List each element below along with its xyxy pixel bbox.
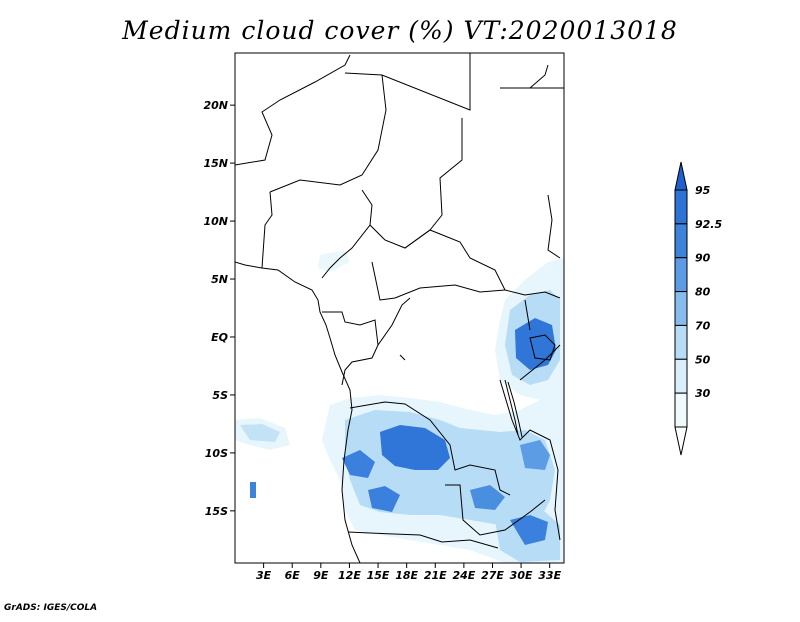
lon-tick-label: 33E xyxy=(538,569,561,582)
cloud-region-high-east xyxy=(515,318,556,370)
colorbar-bottom-arrow xyxy=(674,426,688,456)
colorbar-segment xyxy=(674,189,688,225)
colorbar-label: 90 xyxy=(695,252,711,265)
lat-tick-label: 15N xyxy=(203,157,228,170)
lon-tick-label: 15E xyxy=(367,569,390,582)
cloud-region-high-2 xyxy=(342,450,375,478)
border-drc-angola xyxy=(349,401,511,496)
border-car xyxy=(369,224,506,301)
cloud-region-high-w xyxy=(250,482,256,498)
colorbar-segment xyxy=(674,358,688,394)
colorbar-label: 70 xyxy=(695,319,711,332)
map-title: Medium cloud cover (%) VT:2020013018 xyxy=(122,16,678,45)
lat-tick-label: 10S xyxy=(205,447,228,460)
colorbar: 95 92.5 90 80 70 50 30 xyxy=(674,161,722,456)
colorbar-label: 92.5 xyxy=(695,218,722,231)
border-nigeria xyxy=(261,189,373,279)
lon-tick-label: 9E xyxy=(313,569,329,582)
colorbar-label: 95 xyxy=(695,184,711,197)
cloud-region-high-ne xyxy=(520,440,550,470)
lat-tick-label: 15S xyxy=(205,505,228,518)
colorbar-top-arrow xyxy=(674,161,688,191)
colorbar-segment xyxy=(674,291,688,326)
border-angola-namibia xyxy=(347,531,499,549)
colorbar-label: 50 xyxy=(695,353,711,366)
border-congo xyxy=(377,297,411,361)
cloud-region-high-se xyxy=(510,515,548,545)
border-niger-chad xyxy=(269,74,387,193)
lon-tick-label: 21E xyxy=(424,569,447,582)
lake-tanganyika xyxy=(504,379,523,438)
lat-tick-label: 10N xyxy=(203,215,228,228)
cloud-region-light-north xyxy=(318,250,350,272)
border-cameroon-gabon xyxy=(322,311,379,386)
cloud-region-high-3 xyxy=(368,486,400,512)
colorbar-segment xyxy=(674,324,688,360)
boundaries xyxy=(235,53,564,563)
border-tz xyxy=(519,299,561,381)
lon-tick-label: 18E xyxy=(395,569,418,582)
lon-tick-label: 24E xyxy=(452,569,475,582)
lat-tick-label: 5S xyxy=(212,389,228,402)
colorbar-label: 30 xyxy=(695,387,711,400)
border-zambia xyxy=(445,484,546,536)
map-panel: 20N 15N 10N 5N EQ 5S 10S 15S 3E 6E 9E 12E 15E 18E 21E… xyxy=(203,52,565,582)
lon-tick-label: 27E xyxy=(481,569,504,582)
lon-tick-label: 3E xyxy=(256,569,272,582)
coastline xyxy=(235,261,361,563)
border-east-africa xyxy=(499,87,564,541)
map-frame xyxy=(234,52,565,564)
latitude-axis: 20N 15N 10N 5N EQ 5S 10S 15S xyxy=(203,99,235,518)
cloud-region-high xyxy=(380,425,450,470)
border-north xyxy=(235,54,351,166)
border-libya xyxy=(344,53,471,111)
lat-tick-label: 5N xyxy=(211,273,228,286)
lat-tick-label: EQ xyxy=(211,331,228,344)
colorbar-segment xyxy=(674,223,688,259)
lon-tick-label: 30E xyxy=(510,569,533,582)
lat-tick-label: 20N xyxy=(203,99,228,112)
cloud-region-high-mid xyxy=(470,485,505,510)
cloud-region-medium-west xyxy=(240,424,280,442)
colorbar-label: 80 xyxy=(695,286,711,299)
coast-redsea xyxy=(529,64,561,259)
lon-tick-label: 6E xyxy=(285,569,301,582)
cloud-field xyxy=(235,53,564,563)
colorbar-segment xyxy=(674,257,688,293)
longitude-axis: 3E 6E 9E 12E 15E 18E 21E 24E 27E 30E 33E xyxy=(256,563,562,582)
colorbar-segment xyxy=(674,392,688,428)
grads-credit: GrADS: IGES/COLA xyxy=(4,603,98,613)
lon-tick-label: 12E xyxy=(338,569,361,582)
